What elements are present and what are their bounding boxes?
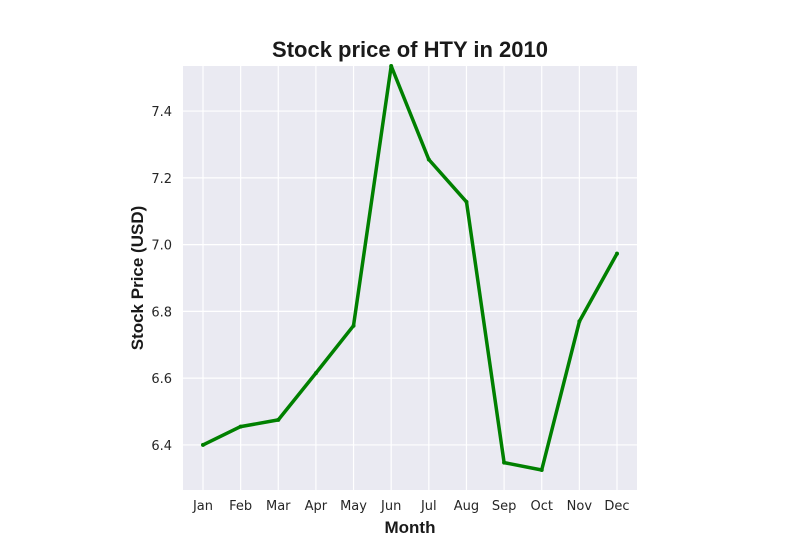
x-tick-label: May xyxy=(340,499,367,514)
x-tick-label: Jul xyxy=(420,499,437,514)
y-axis-label: Stock Price (USD) xyxy=(128,206,147,351)
data-point-jun xyxy=(389,64,394,68)
x-tick-label: Apr xyxy=(305,499,328,514)
x-axis-label: Month xyxy=(385,518,436,537)
data-point-feb xyxy=(238,424,243,429)
data-point-jan xyxy=(201,442,205,447)
data-point-may xyxy=(351,323,356,328)
data-point-oct xyxy=(539,467,544,472)
data-point-sep xyxy=(502,460,507,465)
data-point-aug xyxy=(464,199,469,204)
series-line xyxy=(201,64,619,472)
series-layer xyxy=(201,64,619,472)
x-tick-label: Jan xyxy=(192,499,213,514)
x-tick-label: Dec xyxy=(604,499,629,514)
data-point-dec xyxy=(615,251,619,256)
x-tick-label: Feb xyxy=(229,499,252,514)
x-tick-label: Mar xyxy=(266,499,291,514)
chart-title: Stock price of HTY in 2010 xyxy=(272,37,548,62)
y-tick-label: 7.0 xyxy=(151,239,172,254)
x-gridlines xyxy=(202,66,618,490)
x-tick-label: Oct xyxy=(530,499,552,514)
x-tick-label: Aug xyxy=(454,499,479,514)
x-tick-label: Nov xyxy=(567,499,593,514)
x-tick-labels: Jan Feb Mar Apr May Jun Jul Aug Sep Oct Nov Dec xyxy=(192,499,630,514)
y-tick-label: 6.4 xyxy=(151,439,172,454)
y-tick-label: 7.4 xyxy=(151,105,172,120)
y-tick-label: 7.2 xyxy=(151,172,172,187)
data-point-jul xyxy=(426,157,431,162)
plot-area xyxy=(183,66,637,490)
data-point-apr xyxy=(313,371,318,376)
data-point-mar xyxy=(276,417,281,422)
y-tick-label: 6.8 xyxy=(151,305,172,320)
data-point-nov xyxy=(577,319,582,324)
x-tick-label: Jun xyxy=(380,499,401,514)
x-tick-label: Sep xyxy=(492,499,517,514)
y-tick-label: 6.6 xyxy=(151,372,172,387)
y-tick-labels: 6.4 6.6 6.8 7.0 7.2 7.4 xyxy=(151,105,172,454)
